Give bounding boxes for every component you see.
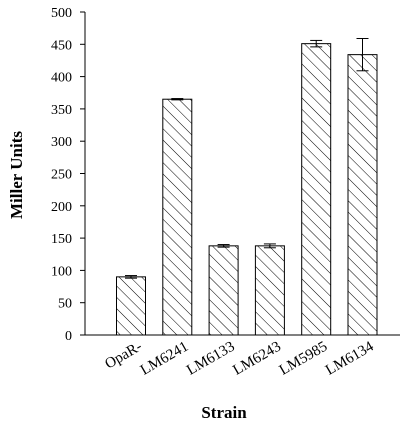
bars (116, 43, 378, 336)
bar-LM5985 (301, 43, 332, 336)
x-category-label: LM5985 (277, 339, 330, 379)
bar-LM6241 (162, 98, 193, 336)
y-tick-label: 500 (51, 6, 72, 21)
y-tick-label: 450 (51, 38, 72, 53)
x-category-label: LM6133 (184, 339, 237, 379)
bar-LM6134 (347, 54, 378, 336)
y-tick-label: 100 (51, 264, 72, 279)
x-axis-title: Strain (201, 403, 247, 422)
error-bars (125, 37, 369, 279)
bar-LM6243 (254, 245, 285, 336)
bar-OpaR- (116, 276, 146, 336)
y-tick-label: 50 (58, 297, 72, 312)
y-tick-label: 350 (51, 103, 72, 118)
y-tick-label: 300 (51, 135, 72, 150)
x-category-label: LM6243 (230, 339, 283, 379)
y-axis: 0 50 100 150 200 250 300 350 400 450 500 (51, 6, 86, 344)
x-category-label: LM6241 (138, 339, 191, 379)
y-tick-label: 200 (51, 200, 72, 215)
y-tick-label: 150 (51, 232, 72, 247)
y-axis-title: Miller Units (7, 131, 26, 219)
x-category-label: LM6134 (323, 338, 377, 378)
y-tick-label: 250 (51, 168, 72, 183)
y-tick-label: 0 (65, 329, 72, 344)
y-tick-label: 400 (51, 71, 72, 86)
bar-LM6133 (208, 245, 239, 336)
